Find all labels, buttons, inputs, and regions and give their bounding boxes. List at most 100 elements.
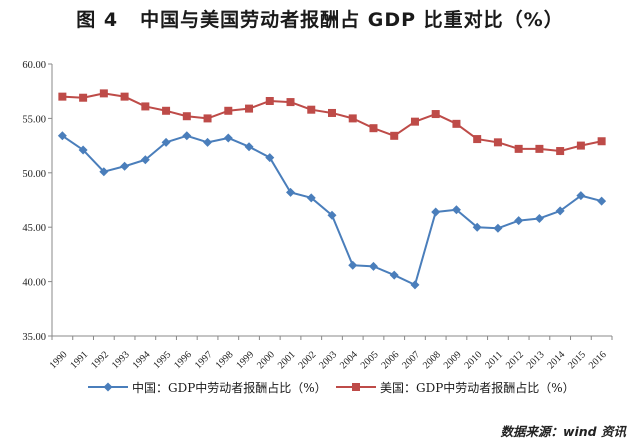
data-point: [534, 213, 544, 223]
x-tick-label: 1994: [131, 349, 153, 371]
data-point: [203, 114, 212, 123]
data-point: [182, 131, 192, 141]
y-tick-label: 40.00: [22, 278, 46, 289]
data-point: [368, 261, 378, 271]
y-tick-label: 35.00: [22, 332, 46, 343]
y-tick-label: 45.00: [22, 223, 46, 234]
figure-title: 中国与美国劳动者报酬占 GDP 比重对比（%）: [140, 9, 564, 31]
data-point: [348, 114, 357, 123]
x-tick-label: 1991: [68, 349, 90, 371]
legend-swatch-usa: [336, 383, 376, 391]
legend: 中国：GDP中劳动者报酬占比（%） 美国：GDP中劳动者报酬占比（%）: [0, 376, 640, 398]
data-point: [327, 210, 337, 220]
data-point: [245, 104, 254, 113]
data-point: [597, 196, 607, 206]
x-tick-label: 2000: [255, 349, 277, 371]
legend-item-usa: 美国：GDP中劳动者报酬占比（%）: [334, 376, 575, 398]
data-point: [410, 280, 420, 290]
data-point: [348, 260, 358, 270]
x-tick-label: 1998: [214, 349, 236, 371]
x-tick-label: 2001: [276, 349, 298, 371]
data-point: [265, 96, 274, 105]
x-tick-label: 2003: [317, 349, 339, 371]
legend-label-usa: 美国：GDP中劳动者报酬占比（%）: [380, 380, 575, 395]
x-tick-label: 1993: [110, 349, 132, 371]
data-point: [576, 191, 586, 201]
x-tick-label: 1997: [193, 349, 215, 371]
data-point: [514, 144, 523, 153]
data-point: [493, 223, 503, 233]
data-point: [493, 138, 502, 147]
x-tick-label: 1990: [48, 349, 70, 371]
x-tick-label: 1992: [89, 349, 111, 371]
data-point: [203, 137, 213, 147]
x-tick-label: 2016: [587, 349, 609, 371]
x-tick-label: 2010: [462, 349, 484, 371]
data-point: [141, 102, 150, 111]
x-tick-label: 2005: [359, 349, 381, 371]
y-tick-label: 60.00: [22, 60, 46, 71]
y-tick-label: 50.00: [22, 169, 46, 180]
data-point: [79, 93, 88, 102]
data-point: [328, 108, 336, 117]
x-tick-label: 2012: [504, 349, 526, 371]
data-point: [431, 110, 440, 119]
x-tick-label: 2013: [525, 349, 547, 371]
x-tick-label: 2008: [421, 349, 443, 371]
data-point: [120, 161, 130, 171]
x-tick-label: 1999: [234, 349, 256, 371]
x-tick-label: 2002: [297, 349, 319, 371]
data-point: [244, 142, 254, 152]
data-point: [451, 205, 461, 215]
data-point: [265, 153, 275, 163]
data-point: [99, 89, 108, 98]
data-point: [306, 193, 316, 203]
data-point: [410, 117, 419, 126]
data-point: [472, 222, 482, 232]
data-point: [597, 137, 606, 146]
data-point: [431, 207, 441, 217]
series-line-1: [62, 92, 602, 153]
data-point: [390, 131, 399, 140]
data-point: [57, 131, 67, 141]
legend-item-china: 中国：GDP中劳动者报酬占比（%）: [86, 376, 327, 398]
legend-swatch-china: [88, 382, 128, 392]
data-point: [224, 106, 233, 115]
data-point: [514, 216, 524, 226]
data-source: 数据来源：wind 资讯: [500, 424, 626, 439]
data-point: [286, 187, 296, 197]
x-tick-label: 2004: [338, 349, 360, 371]
x-tick-label: 2011: [483, 349, 505, 371]
data-point: [120, 92, 129, 101]
x-tick-label: 2007: [400, 349, 422, 371]
data-point: [58, 92, 67, 101]
data-point: [307, 105, 316, 114]
x-tick-label: 1995: [151, 349, 173, 371]
y-tick-label: 55.00: [22, 114, 46, 125]
chart-title: 图 4 中国与美国劳动者报酬占 GDP 比重对比（%）: [0, 2, 640, 38]
data-point: [369, 124, 378, 133]
data-point: [555, 206, 565, 216]
data-point: [182, 112, 191, 121]
legend-label-china: 中国：GDP中劳动者报酬占比（%）: [132, 380, 327, 395]
data-point: [286, 98, 295, 107]
data-point: [140, 155, 150, 165]
data-point: [535, 144, 544, 153]
data-point: [556, 147, 565, 156]
data-point: [576, 141, 585, 150]
data-point: [473, 135, 482, 144]
x-tick-label: 1996: [172, 349, 194, 371]
data-point: [78, 145, 88, 155]
x-tick-label: 2009: [442, 349, 464, 371]
data-point: [389, 270, 399, 280]
figure-number: 图 4: [76, 9, 119, 31]
data-point: [161, 137, 171, 147]
data-point: [162, 106, 171, 115]
x-tick-label: 2015: [566, 349, 588, 371]
x-tick-label: 2014: [545, 349, 567, 371]
data-point: [99, 167, 109, 177]
x-tick-label: 2006: [379, 349, 401, 371]
data-point: [452, 119, 461, 128]
data-point: [223, 133, 233, 143]
